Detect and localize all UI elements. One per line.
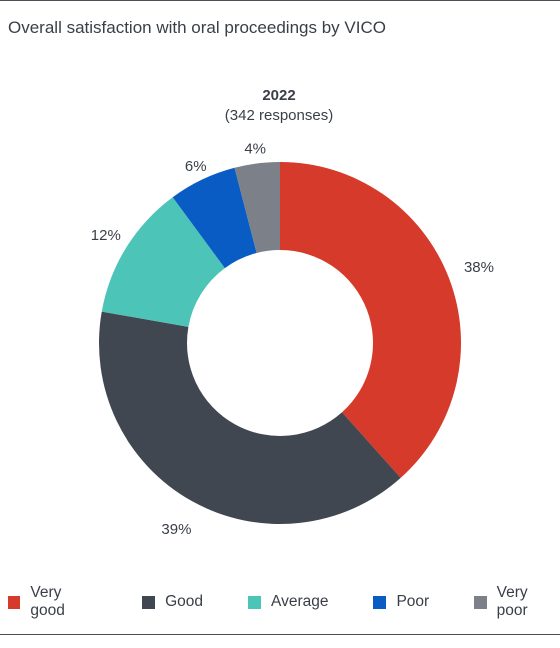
bottom-rule <box>0 634 560 635</box>
data-label-good: 39% <box>161 521 191 538</box>
legend-label: Poor <box>396 593 429 611</box>
legend-swatch <box>373 596 386 609</box>
legend-item-very-good: Very good <box>8 584 97 620</box>
legend-item-poor: Poor <box>373 584 429 620</box>
legend: Very good Good Average Poor Very poor <box>8 584 560 620</box>
legend-swatch <box>248 596 261 609</box>
legend-label: Average <box>271 593 328 611</box>
data-label-poor: 6% <box>185 158 207 175</box>
legend-item-average: Average <box>248 584 328 620</box>
legend-label: Very good <box>30 584 97 620</box>
legend-swatch <box>8 596 20 609</box>
header-responses: (342 responses) <box>225 107 333 124</box>
legend-item-good: Good <box>142 584 203 620</box>
legend-label: Good <box>165 593 203 611</box>
data-label-very-good: 38% <box>464 259 494 276</box>
legend-swatch <box>474 596 486 609</box>
legend-item-very-poor: Very poor <box>474 584 560 620</box>
legend-swatch <box>142 596 155 609</box>
donut-chart: 2022 (342 responses) 38% 39% 12% 6% 4% <box>0 0 560 600</box>
slice-very-good <box>280 162 461 478</box>
header-year: 2022 <box>262 87 295 104</box>
data-label-average: 12% <box>91 227 121 244</box>
legend-label: Very poor <box>497 584 560 620</box>
data-label-very-poor: 4% <box>244 141 266 158</box>
